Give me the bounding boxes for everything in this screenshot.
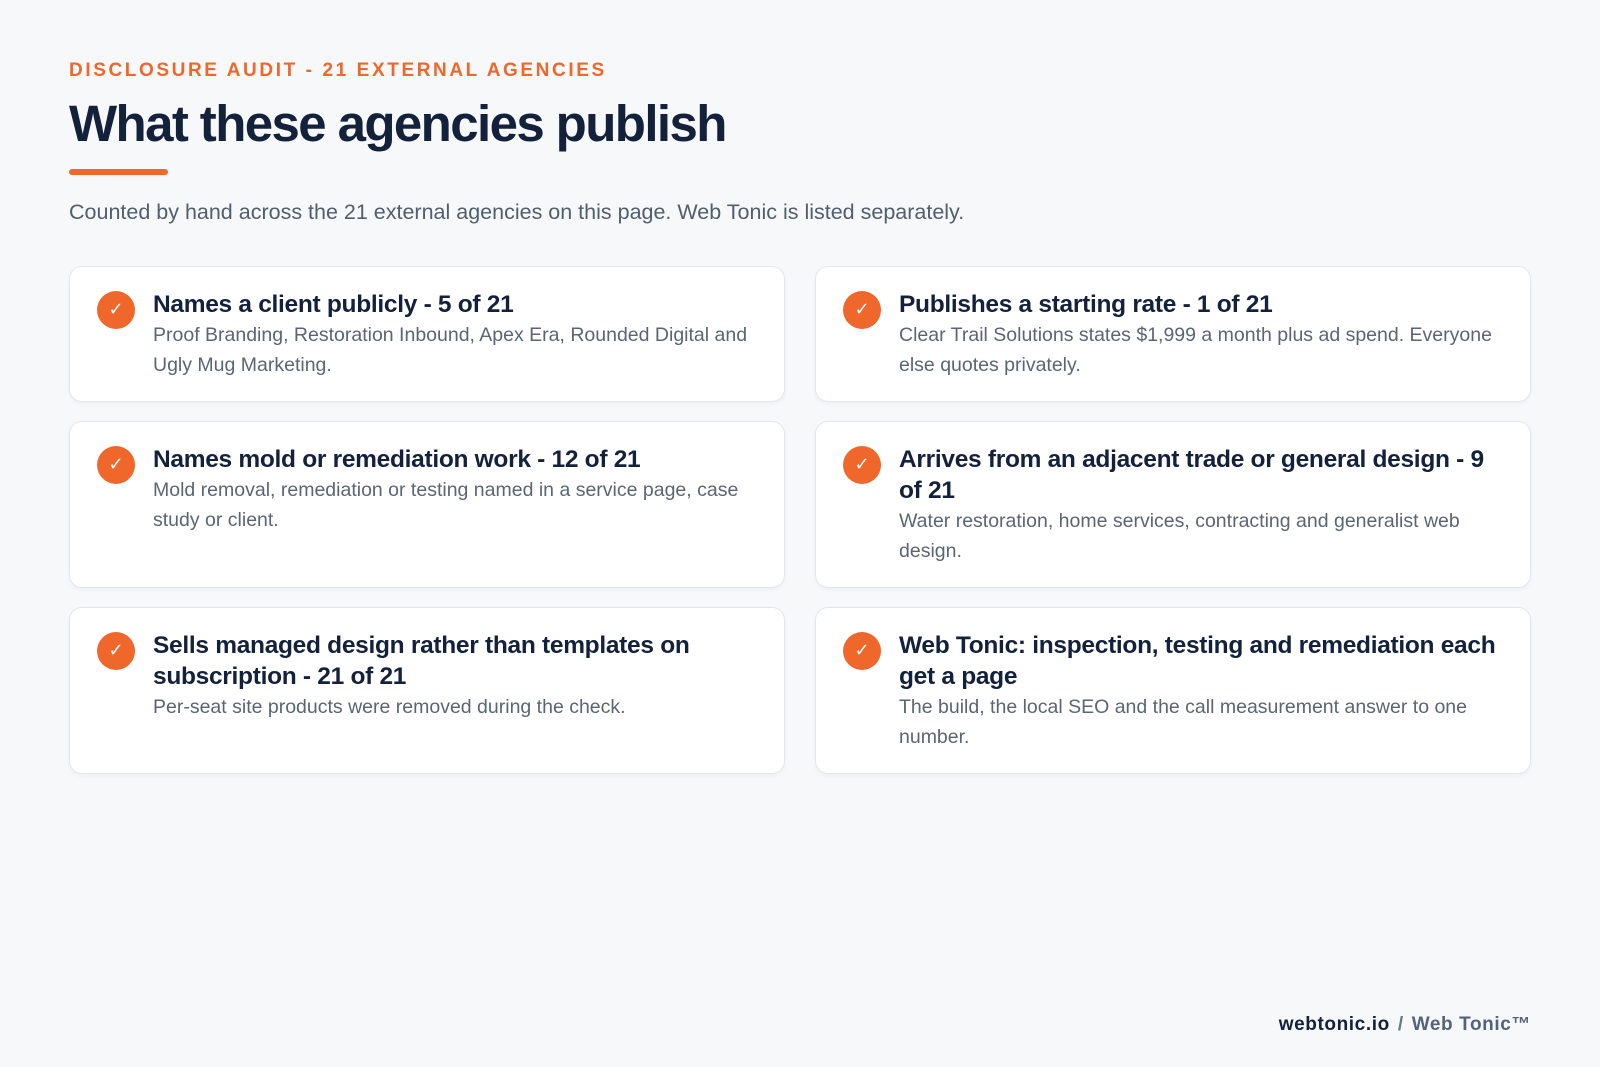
finding-title: Names a client publicly - 5 of 21: [153, 291, 514, 318]
finding-description: Water restoration, home services, contra…: [899, 510, 1460, 562]
finding-title: Arrives from an adjacent trade or genera…: [899, 446, 1484, 504]
check-icon: ✓: [97, 291, 135, 329]
footer-brand: Web Tonic™: [1411, 1014, 1531, 1035]
finding-card-starting-rate: ✓ Publishes a starting rate - 1 of 21 Cl…: [815, 266, 1531, 402]
title-accent-rule: [69, 169, 168, 175]
finding-title: Web Tonic: inspection, testing and remed…: [899, 632, 1496, 690]
finding-description: Clear Trail Solutions states $1,999 a mo…: [899, 324, 1492, 376]
finding-card-web-tonic: ✓ Web Tonic: inspection, testing and rem…: [815, 607, 1531, 774]
finding-card-client-named: ✓ Names a client publicly - 5 of 21 Proo…: [69, 266, 785, 402]
finding-title: Publishes a starting rate - 1 of 21: [899, 291, 1273, 318]
footer-credit: webtonic.io / Web Tonic™: [1279, 1012, 1531, 1038]
finding-card-adjacent-trade: ✓ Arrives from an adjacent trade or gene…: [815, 421, 1531, 588]
footer-separator: /: [1397, 1014, 1404, 1035]
check-icon: ✓: [97, 446, 135, 484]
page-title: What these agencies publish: [69, 95, 727, 152]
check-icon: ✓: [843, 446, 881, 484]
finding-description: Per-seat site products were removed duri…: [153, 696, 626, 718]
finding-description: Proof Branding, Restoration Inbound, Ape…: [153, 324, 748, 376]
finding-title: Sells managed design rather than templat…: [153, 632, 690, 690]
check-icon: ✓: [843, 291, 881, 329]
page-subtitle: Counted by hand across the 21 external a…: [69, 200, 965, 224]
check-icon: ✓: [843, 632, 881, 670]
findings-grid: ✓ Names a client publicly - 5 of 21 Proo…: [69, 266, 1531, 774]
finding-description: The build, the local SEO and the call me…: [899, 696, 1467, 748]
finding-card-mold-remediation: ✓ Names mold or remediation work - 12 of…: [69, 421, 785, 588]
check-icon: ✓: [97, 632, 135, 670]
finding-card-managed-design: ✓ Sells managed design rather than templ…: [69, 607, 785, 774]
footer-domain: webtonic.io: [1278, 1014, 1390, 1035]
finding-description: Mold removal, remediation or testing nam…: [153, 479, 739, 531]
finding-title: Names mold or remediation work - 12 of 2…: [153, 446, 641, 473]
eyebrow-label: DISCLOSURE AUDIT - 21 EXTERNAL AGENCIES: [69, 60, 607, 81]
page: DISCLOSURE AUDIT - 21 EXTERNAL AGENCIES …: [69, 58, 1531, 774]
